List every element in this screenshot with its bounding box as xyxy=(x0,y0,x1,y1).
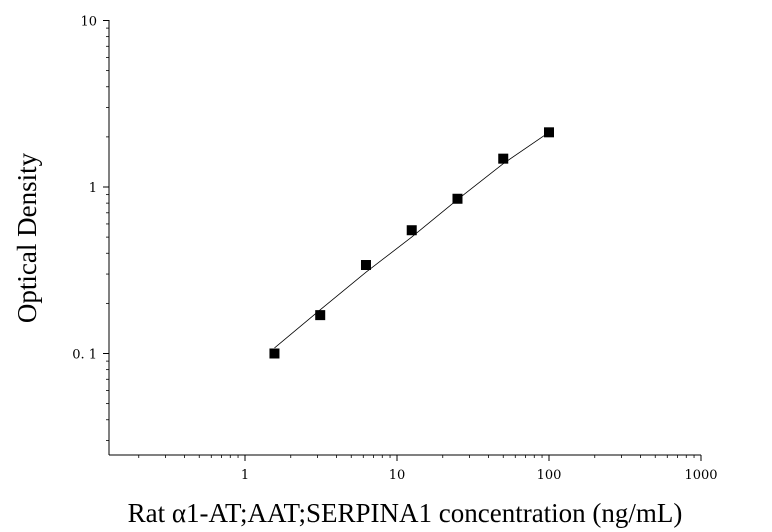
data-point xyxy=(269,348,280,359)
x-tick-label: 1000 xyxy=(684,468,717,483)
y-tick-label: 1 xyxy=(89,181,97,196)
data-point xyxy=(360,260,371,271)
y-ticks: 0. 1 1 10 xyxy=(72,15,109,363)
x-tick-label: 100 xyxy=(537,468,562,483)
data-point xyxy=(498,153,509,164)
x-tick-label: 1 xyxy=(241,468,249,483)
fit-curve xyxy=(274,131,550,349)
data-points xyxy=(269,127,554,359)
x-axis-title: Rat α1-AT;AAT;SERPINA1 concentration (ng… xyxy=(128,498,683,528)
data-point xyxy=(452,193,463,204)
y-tick-label: 0. 1 xyxy=(72,348,97,363)
x-tick-label: 10 xyxy=(389,468,406,483)
minor-ticks xyxy=(106,27,695,458)
x-ticks: 1 10 100 1000 xyxy=(241,455,718,483)
y-axis-title: Optical Density xyxy=(12,152,42,323)
data-point xyxy=(315,310,326,321)
data-point xyxy=(544,127,554,138)
data-point xyxy=(406,225,417,236)
y-tick-label: 10 xyxy=(80,15,97,30)
